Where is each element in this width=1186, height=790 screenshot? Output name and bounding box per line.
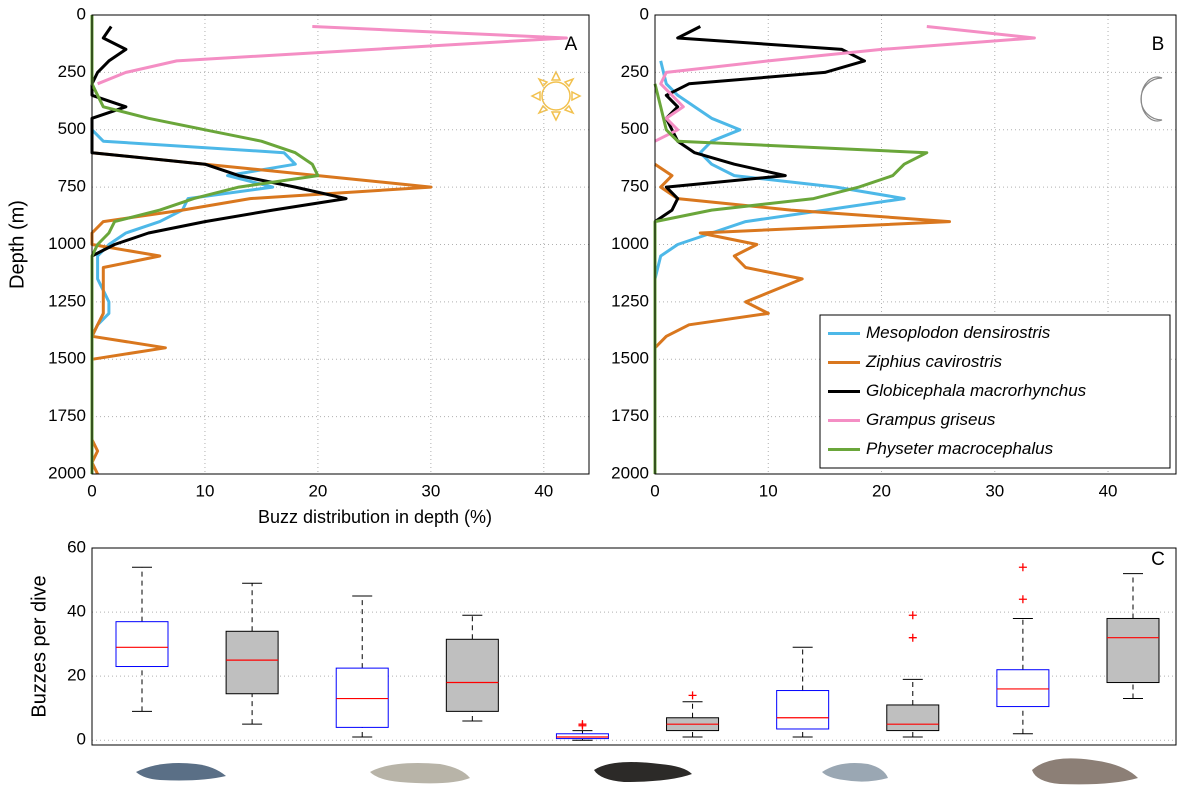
y-tick-label: 0: [77, 4, 86, 23]
sun-icon: [530, 70, 582, 122]
series-line: [653, 60, 906, 474]
box: [996, 669, 1050, 708]
series-line: [90, 128, 297, 474]
series-line: [654, 25, 1036, 143]
outlier: [578, 720, 587, 729]
x-tick-label: 30: [421, 481, 440, 500]
y-tick-label: 250: [621, 62, 649, 81]
series-line: [90, 25, 348, 258]
panel-label: A: [565, 34, 578, 55]
plot-frame: [654, 14, 1177, 475]
x-tick-label: 0: [87, 481, 96, 500]
y-tick-label: 500: [58, 119, 86, 138]
legend-label: Mesoplodon densirostris: [866, 323, 1051, 342]
y-tick-label: 0: [640, 4, 649, 23]
legend-label: Ziphius cavirostris: [865, 352, 1003, 371]
x-tick-label: 40: [1099, 481, 1118, 500]
box: [555, 733, 609, 740]
outlier: [908, 633, 917, 642]
plot-frame: [91, 547, 1177, 746]
box: [115, 621, 169, 668]
legend-label: Grampus griseus: [866, 410, 996, 429]
legend: Mesoplodon densirostris Ziphius cavirostr…: [819, 314, 1171, 469]
y-tick-label: 500: [621, 119, 649, 138]
y-tick-label: 1750: [611, 406, 649, 425]
y-tick-label: 40: [67, 602, 86, 621]
outlier: [688, 691, 697, 700]
series-line: [90, 151, 433, 475]
x-tick-label: 20: [872, 481, 891, 500]
legend-box: [819, 314, 1171, 469]
x-tick-label: 10: [759, 481, 778, 500]
series-line: [90, 15, 320, 474]
y-tick-label: 1000: [611, 234, 649, 253]
y-tick-label: 2000: [48, 463, 86, 482]
y-tick-label: 1500: [611, 349, 649, 368]
y-tick-label: 750: [58, 177, 86, 196]
y-tick-label: 750: [621, 177, 649, 196]
moon-icon: [1140, 76, 1163, 122]
y-tick-label: 2000: [611, 463, 649, 482]
box: [886, 704, 940, 732]
x-axis-label: Buzz distribution in depth (%): [258, 507, 492, 527]
y-tick-label: 60: [67, 537, 86, 556]
panel-label: B: [1152, 34, 1165, 55]
x-tick-label: 30: [985, 481, 1004, 500]
legend-label: Physeter macrocephalus: [866, 439, 1054, 458]
y-tick-label: 1500: [48, 349, 86, 368]
series-line: [97, 25, 568, 86]
y-tick-label: 1250: [48, 291, 86, 310]
y-tick-label: 250: [58, 62, 86, 81]
y-tick-label: 1000: [48, 234, 86, 253]
outlier: [908, 611, 917, 620]
legend-label: Globicephala macrorhynchus: [866, 381, 1087, 400]
animal-icons: [136, 758, 1138, 785]
panel-label: C: [1151, 549, 1165, 570]
box: [776, 690, 830, 730]
y-tick-label: 0: [77, 730, 86, 749]
x-tick-label: 20: [308, 481, 327, 500]
y-axis-label: Buzzes per dive: [28, 575, 50, 717]
y-tick-label: 1250: [611, 291, 649, 310]
box: [1106, 617, 1160, 684]
y-tick-label: 20: [67, 666, 86, 685]
outlier: [1018, 595, 1027, 604]
x-tick-label: 40: [534, 481, 553, 500]
x-tick-label: 10: [195, 481, 214, 500]
y-tick-label: 1750: [48, 406, 86, 425]
series-line: [653, 83, 929, 474]
plot-frame: [91, 14, 590, 475]
x-tick-label: 0: [650, 481, 659, 500]
box: [335, 667, 389, 728]
box: [225, 630, 279, 695]
y-axis-label: Depth (m): [6, 200, 28, 289]
outlier: [1018, 563, 1027, 572]
series-line: [654, 25, 866, 223]
box: [445, 638, 499, 712]
